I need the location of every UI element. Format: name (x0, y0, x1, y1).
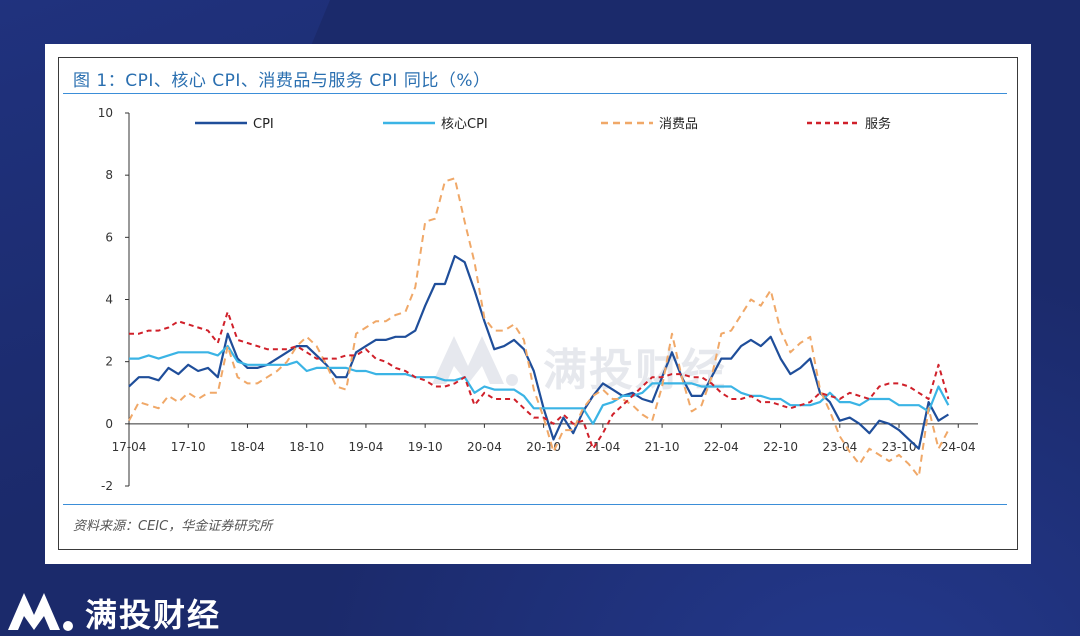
x-tick-label: 18-10 (289, 440, 324, 454)
series-line-services (129, 310, 950, 450)
legend-label-core_cpi: 核心CPI (441, 117, 488, 132)
legend-label-goods: 消费品 (659, 117, 698, 132)
y-tick-label: 6 (105, 230, 113, 244)
source-note: 资料来源：CEIC，华金证券研究所 (73, 519, 273, 534)
y-tick-label: -2 (101, 479, 113, 493)
legend-label-services: 服务 (865, 116, 891, 132)
title-rule (63, 93, 1007, 94)
x-tick-label: 22-04 (704, 440, 739, 454)
x-tick-label: 24-04 (941, 440, 976, 454)
x-tick-label: 21-10 (645, 440, 680, 454)
x-tick-label: 18-04 (230, 440, 265, 454)
series-line-goods (128, 177, 950, 478)
watermark-text: 满投财经 (543, 345, 727, 396)
legend-label-cpi: CPI (253, 117, 274, 132)
y-tick-label: 4 (105, 293, 113, 307)
x-tick-label: 19-04 (348, 440, 383, 454)
x-tick-label: 17-04 (112, 440, 147, 454)
brand-logo-icon (8, 593, 73, 631)
x-tick-label: 17-10 (171, 440, 206, 454)
y-tick-label: 0 (105, 417, 113, 431)
y-tick-label: 2 (105, 355, 113, 369)
series-line-core_cpi (129, 345, 950, 425)
chart-card: 图 1：CPI、核心 CPI、消费品与服务 CPI 同比（%） 满投财经 10 8… (45, 44, 1031, 564)
x-tick-label: 22-10 (763, 440, 798, 454)
series-line-cpi (128, 254, 949, 450)
line-chart: 10 8 6 4 2 0 -2 17-04 17-10 18-04 18-10 19-04 19-10 2… (98, 106, 978, 493)
x-tick-label: 20-10 (526, 440, 561, 454)
brand-name: 满投财经 (85, 596, 222, 634)
chart-frame (58, 57, 1018, 550)
x-tick-label: 21-04 (585, 440, 620, 454)
x-tick-label: 20-04 (467, 440, 502, 454)
chart-title: 图 1：CPI、核心 CPI、消费品与服务 CPI 同比（%） (73, 71, 491, 91)
x-tick-label: 23-10 (882, 440, 917, 454)
watermark-logo-icon (432, 336, 518, 386)
y-tick-label: 10 (98, 106, 113, 120)
x-tick-label: 23-04 (822, 440, 857, 454)
y-tick-label: 8 (105, 168, 113, 182)
source-rule (63, 504, 1007, 505)
x-tick-label: 19-10 (408, 440, 443, 454)
